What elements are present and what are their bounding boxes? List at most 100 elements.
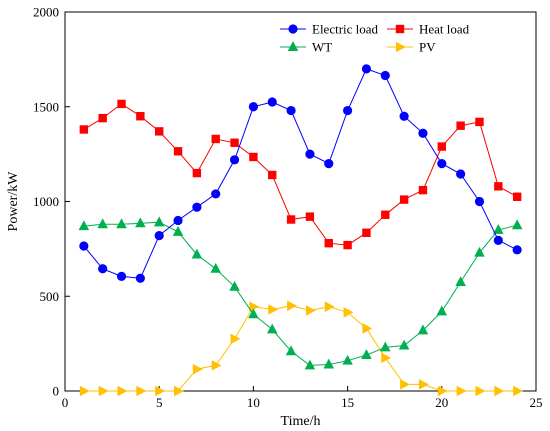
data-point-heat-load <box>418 185 428 195</box>
x-tick-label: 20 <box>435 395 448 410</box>
data-point-wt <box>172 225 184 236</box>
data-point-pv <box>343 307 354 318</box>
data-point-heat-load <box>136 112 145 121</box>
data-point-heat-load <box>305 212 315 221</box>
x-tick-label: 25 <box>530 395 543 410</box>
data-point-pv <box>98 385 109 397</box>
data-point-pv <box>305 305 316 316</box>
data-point-wt <box>210 262 221 273</box>
data-point-pv <box>381 352 392 364</box>
data-point-electric-load <box>173 215 183 226</box>
data-point-wt <box>398 339 410 350</box>
data-point-pv <box>249 301 260 312</box>
data-point-heat-load <box>98 113 107 123</box>
data-point-pv <box>155 385 166 397</box>
data-point-wt <box>342 354 353 365</box>
data-point-heat-load <box>324 238 333 248</box>
data-point-pv <box>117 385 128 397</box>
data-point-wt <box>455 276 466 287</box>
data-point-wt <box>474 246 485 257</box>
y-tick-label: 500 <box>40 289 60 304</box>
legend-marker <box>287 41 299 51</box>
series-line-wt <box>83 221 518 366</box>
data-point-wt <box>304 359 316 370</box>
data-point-wt <box>229 280 240 291</box>
legend: Electric load Heat load WT PV <box>280 22 470 55</box>
data-point-heat-load <box>512 192 522 201</box>
data-point-pv <box>136 385 147 397</box>
data-point-electric-load <box>211 189 221 199</box>
data-point-heat-load <box>286 215 296 224</box>
legend-item-heat-load: Heat load <box>387 22 470 37</box>
data-point-electric-load <box>512 245 522 255</box>
data-point-electric-load <box>192 202 202 212</box>
data-point-electric-load <box>418 128 428 138</box>
series-heat-load <box>79 99 522 250</box>
data-point-pv <box>418 379 429 390</box>
x-tick-label: 5 <box>156 395 163 410</box>
y-tick-label: 2000 <box>33 5 59 20</box>
y-axis-title: Power/kW <box>6 171 21 232</box>
data-point-pv <box>211 360 222 371</box>
data-point-wt <box>97 218 108 229</box>
series-layer <box>78 64 524 397</box>
data-point-electric-load <box>248 102 258 112</box>
data-point-electric-load <box>361 64 372 74</box>
series-pv <box>79 300 524 397</box>
data-point-wt <box>361 349 372 359</box>
data-point-heat-load <box>381 210 390 219</box>
data-point-heat-load <box>268 170 277 180</box>
data-point-heat-load <box>362 228 371 237</box>
data-point-wt <box>266 323 278 334</box>
data-point-heat-load <box>475 117 484 127</box>
data-point-electric-load <box>135 273 145 283</box>
data-point-pv <box>287 300 297 311</box>
data-point-electric-load <box>229 155 240 165</box>
data-point-heat-load <box>437 142 446 151</box>
y-tick-label: 1000 <box>33 194 59 209</box>
data-point-pv <box>456 385 467 397</box>
data-point-electric-load <box>154 231 164 241</box>
data-point-pv <box>174 385 184 397</box>
legend-marker <box>288 24 298 34</box>
data-point-wt <box>285 345 297 356</box>
data-point-heat-load <box>154 127 164 136</box>
data-point-heat-load <box>211 134 220 144</box>
data-point-electric-load <box>98 264 108 274</box>
x-tick-label: 10 <box>247 395 260 410</box>
data-point-heat-load <box>192 168 202 178</box>
data-point-heat-load <box>173 147 183 156</box>
series-line-heat-load <box>83 103 518 246</box>
data-point-wt <box>153 216 165 227</box>
data-point-wt <box>78 220 90 231</box>
data-point-heat-load <box>117 99 126 109</box>
data-point-heat-load <box>494 182 503 191</box>
x-tick-label: 15 <box>341 395 354 410</box>
series-electric-load <box>79 64 522 283</box>
legend-item-electric-load: Electric load <box>280 22 379 37</box>
data-point-electric-load <box>267 97 277 107</box>
data-point-electric-load <box>116 271 127 281</box>
data-point-pv <box>494 385 505 397</box>
plot-frame <box>64 11 537 392</box>
data-point-electric-load <box>399 111 409 121</box>
data-point-electric-load <box>79 241 89 251</box>
data-point-heat-load <box>230 138 239 147</box>
data-point-heat-load <box>249 152 258 162</box>
data-point-wt <box>380 341 391 352</box>
data-point-wt <box>135 217 146 228</box>
axis-ticks: 0 5 10 15 20 25 0 500 1000 1500 2000 <box>33 5 543 411</box>
legend-label: Heat load <box>419 22 470 37</box>
data-point-pv <box>79 385 90 397</box>
x-axis-title: Time/h <box>281 414 321 429</box>
data-point-wt <box>417 324 429 335</box>
legend-marker <box>395 24 405 34</box>
data-point-wt <box>191 248 203 259</box>
data-point-electric-load <box>286 105 296 116</box>
data-point-electric-load <box>437 159 447 169</box>
legend-item-wt: WT <box>280 40 332 55</box>
legend-label: Electric load <box>312 22 379 37</box>
data-point-wt <box>248 308 259 319</box>
data-point-pv <box>362 323 373 334</box>
